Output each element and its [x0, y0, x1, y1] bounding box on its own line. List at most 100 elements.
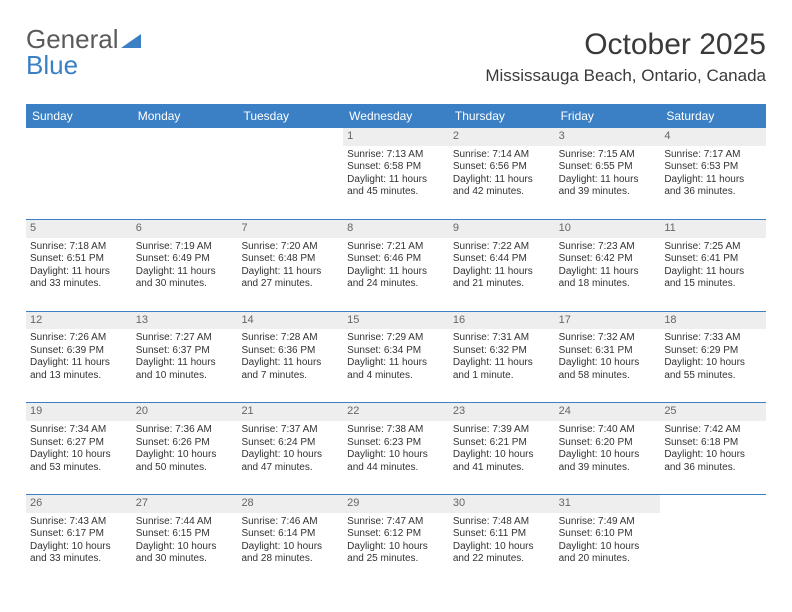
- header-sunday: Sunday: [26, 104, 132, 128]
- sunrise-text: Sunrise: 7:49 AM: [559, 516, 657, 529]
- daylight-text: Daylight: 11 hours and 36 minutes.: [664, 174, 762, 199]
- sunset-text: Sunset: 6:34 PM: [347, 345, 445, 358]
- day-cell: 5Sunrise: 7:18 AMSunset: 6:51 PMDaylight…: [26, 220, 132, 311]
- day-cell: 12Sunrise: 7:26 AMSunset: 6:39 PMDayligh…: [26, 312, 132, 403]
- day-number: 4: [660, 128, 766, 146]
- day-number: 21: [237, 403, 343, 421]
- daylight-text: Daylight: 11 hours and 45 minutes.: [347, 174, 445, 199]
- sunset-text: Sunset: 6:23 PM: [347, 437, 445, 450]
- sunset-text: Sunset: 6:18 PM: [664, 437, 762, 450]
- sunset-text: Sunset: 6:39 PM: [30, 345, 128, 358]
- sunset-text: Sunset: 6:24 PM: [241, 437, 339, 450]
- daylight-text: Daylight: 11 hours and 21 minutes.: [453, 266, 551, 291]
- sunrise-text: Sunrise: 7:33 AM: [664, 332, 762, 345]
- sunset-text: Sunset: 6:42 PM: [559, 253, 657, 266]
- sunrise-text: Sunrise: 7:37 AM: [241, 424, 339, 437]
- day-number: 27: [132, 495, 238, 513]
- day-cell: 28Sunrise: 7:46 AMSunset: 6:14 PMDayligh…: [237, 495, 343, 586]
- calendar-header-row: Sunday Monday Tuesday Wednesday Thursday…: [26, 104, 766, 128]
- daylight-text: Daylight: 10 hours and 50 minutes.: [136, 449, 234, 474]
- day-number: 26: [26, 495, 132, 513]
- day-cell: 25Sunrise: 7:42 AMSunset: 6:18 PMDayligh…: [660, 403, 766, 494]
- day-number: 17: [555, 312, 661, 330]
- sunset-text: Sunset: 6:11 PM: [453, 528, 551, 541]
- header-friday: Friday: [555, 104, 661, 128]
- day-cell: 18Sunrise: 7:33 AMSunset: 6:29 PMDayligh…: [660, 312, 766, 403]
- logo-text-2: Blue: [26, 50, 78, 80]
- header-monday: Monday: [132, 104, 238, 128]
- sunrise-text: Sunrise: 7:26 AM: [30, 332, 128, 345]
- sunrise-text: Sunrise: 7:44 AM: [136, 516, 234, 529]
- sunset-text: Sunset: 6:31 PM: [559, 345, 657, 358]
- header-wednesday: Wednesday: [343, 104, 449, 128]
- day-number: 2: [449, 128, 555, 146]
- daylight-text: Daylight: 10 hours and 41 minutes.: [453, 449, 551, 474]
- day-cell: 8Sunrise: 7:21 AMSunset: 6:46 PMDaylight…: [343, 220, 449, 311]
- sunrise-text: Sunrise: 7:34 AM: [30, 424, 128, 437]
- day-number: 1: [343, 128, 449, 146]
- daylight-text: Daylight: 10 hours and 33 minutes.: [30, 541, 128, 566]
- day-number: 20: [132, 403, 238, 421]
- sunset-text: Sunset: 6:15 PM: [136, 528, 234, 541]
- day-cell: 31Sunrise: 7:49 AMSunset: 6:10 PMDayligh…: [555, 495, 661, 586]
- sunrise-text: Sunrise: 7:43 AM: [30, 516, 128, 529]
- week-row: 1Sunrise: 7:13 AMSunset: 6:58 PMDaylight…: [26, 128, 766, 220]
- day-cell: 27Sunrise: 7:44 AMSunset: 6:15 PMDayligh…: [132, 495, 238, 586]
- day-cell: 29Sunrise: 7:47 AMSunset: 6:12 PMDayligh…: [343, 495, 449, 586]
- day-number: 8: [343, 220, 449, 238]
- day-cell: 10Sunrise: 7:23 AMSunset: 6:42 PMDayligh…: [555, 220, 661, 311]
- sunset-text: Sunset: 6:48 PM: [241, 253, 339, 266]
- day-number: 12: [26, 312, 132, 330]
- page-subtitle: Mississauga Beach, Ontario, Canada: [485, 66, 766, 86]
- sunrise-text: Sunrise: 7:47 AM: [347, 516, 445, 529]
- daylight-text: Daylight: 10 hours and 55 minutes.: [664, 357, 762, 382]
- daylight-text: Daylight: 11 hours and 30 minutes.: [136, 266, 234, 291]
- day-number: 29: [343, 495, 449, 513]
- day-cell: [237, 128, 343, 219]
- sunset-text: Sunset: 6:14 PM: [241, 528, 339, 541]
- sunrise-text: Sunrise: 7:40 AM: [559, 424, 657, 437]
- day-cell: 1Sunrise: 7:13 AMSunset: 6:58 PMDaylight…: [343, 128, 449, 219]
- daylight-text: Daylight: 10 hours and 44 minutes.: [347, 449, 445, 474]
- day-cell: 3Sunrise: 7:15 AMSunset: 6:55 PMDaylight…: [555, 128, 661, 219]
- header-thursday: Thursday: [449, 104, 555, 128]
- day-cell: 20Sunrise: 7:36 AMSunset: 6:26 PMDayligh…: [132, 403, 238, 494]
- day-cell: 13Sunrise: 7:27 AMSunset: 6:37 PMDayligh…: [132, 312, 238, 403]
- sunset-text: Sunset: 6:36 PM: [241, 345, 339, 358]
- daylight-text: Daylight: 10 hours and 47 minutes.: [241, 449, 339, 474]
- sunset-text: Sunset: 6:37 PM: [136, 345, 234, 358]
- sunrise-text: Sunrise: 7:38 AM: [347, 424, 445, 437]
- calendar: Sunday Monday Tuesday Wednesday Thursday…: [26, 104, 766, 586]
- sunrise-text: Sunrise: 7:21 AM: [347, 241, 445, 254]
- daylight-text: Daylight: 11 hours and 42 minutes.: [453, 174, 551, 199]
- daylight-text: Daylight: 10 hours and 36 minutes.: [664, 449, 762, 474]
- daylight-text: Daylight: 10 hours and 53 minutes.: [30, 449, 128, 474]
- sunset-text: Sunset: 6:44 PM: [453, 253, 551, 266]
- daylight-text: Daylight: 10 hours and 39 minutes.: [559, 449, 657, 474]
- sunset-text: Sunset: 6:26 PM: [136, 437, 234, 450]
- day-cell: [132, 128, 238, 219]
- day-number: 7: [237, 220, 343, 238]
- day-cell: 9Sunrise: 7:22 AMSunset: 6:44 PMDaylight…: [449, 220, 555, 311]
- day-cell: [26, 128, 132, 219]
- day-number: 24: [555, 403, 661, 421]
- sunrise-text: Sunrise: 7:20 AM: [241, 241, 339, 254]
- daylight-text: Daylight: 11 hours and 15 minutes.: [664, 266, 762, 291]
- day-cell: 23Sunrise: 7:39 AMSunset: 6:21 PMDayligh…: [449, 403, 555, 494]
- daylight-text: Daylight: 11 hours and 33 minutes.: [30, 266, 128, 291]
- day-number: 31: [555, 495, 661, 513]
- sunset-text: Sunset: 6:53 PM: [664, 161, 762, 174]
- sunset-text: Sunset: 6:12 PM: [347, 528, 445, 541]
- sunset-text: Sunset: 6:55 PM: [559, 161, 657, 174]
- sunset-text: Sunset: 6:58 PM: [347, 161, 445, 174]
- daylight-text: Daylight: 10 hours and 20 minutes.: [559, 541, 657, 566]
- sunset-text: Sunset: 6:17 PM: [30, 528, 128, 541]
- sunrise-text: Sunrise: 7:39 AM: [453, 424, 551, 437]
- sunrise-text: Sunrise: 7:46 AM: [241, 516, 339, 529]
- sunrise-text: Sunrise: 7:31 AM: [453, 332, 551, 345]
- sunset-text: Sunset: 6:46 PM: [347, 253, 445, 266]
- sunset-text: Sunset: 6:41 PM: [664, 253, 762, 266]
- sunset-text: Sunset: 6:20 PM: [559, 437, 657, 450]
- day-cell: [660, 495, 766, 586]
- day-cell: 26 Sunrise: 7:43 AMSunset: 6:17 PMDayligh…: [26, 495, 132, 586]
